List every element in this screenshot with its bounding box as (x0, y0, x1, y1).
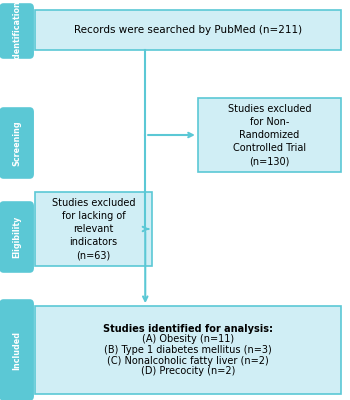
Text: (B) Type 1 diabetes mellitus (n=3): (B) Type 1 diabetes mellitus (n=3) (104, 345, 272, 355)
FancyBboxPatch shape (35, 306, 341, 394)
Text: Records were searched by PubMed (n=211): Records were searched by PubMed (n=211) (74, 25, 302, 35)
FancyBboxPatch shape (35, 192, 152, 266)
Text: Screening: Screening (12, 120, 21, 166)
Text: Studies excluded
for Non-
Randomized
Controlled Trial
(n=130): Studies excluded for Non- Randomized Con… (228, 104, 311, 166)
Text: (C) Nonalcoholic fatty liver (n=2): (C) Nonalcoholic fatty liver (n=2) (107, 356, 269, 366)
FancyBboxPatch shape (0, 299, 34, 400)
Text: Studies excluded
for lacking of
relevant
indicators
(n=63): Studies excluded for lacking of relevant… (52, 198, 135, 260)
FancyBboxPatch shape (0, 107, 34, 179)
Text: Eligibility: Eligibility (12, 216, 21, 258)
Text: (A) Obesity (n=11): (A) Obesity (n=11) (142, 334, 234, 344)
Text: Studies identified for analysis:: Studies identified for analysis: (103, 324, 273, 334)
Text: Identification: Identification (12, 1, 21, 61)
Text: Included: Included (12, 330, 21, 370)
FancyBboxPatch shape (198, 98, 341, 172)
FancyBboxPatch shape (0, 3, 34, 59)
Text: (D) Precocity (n=2): (D) Precocity (n=2) (141, 366, 235, 376)
FancyBboxPatch shape (35, 10, 341, 50)
FancyBboxPatch shape (0, 201, 34, 273)
